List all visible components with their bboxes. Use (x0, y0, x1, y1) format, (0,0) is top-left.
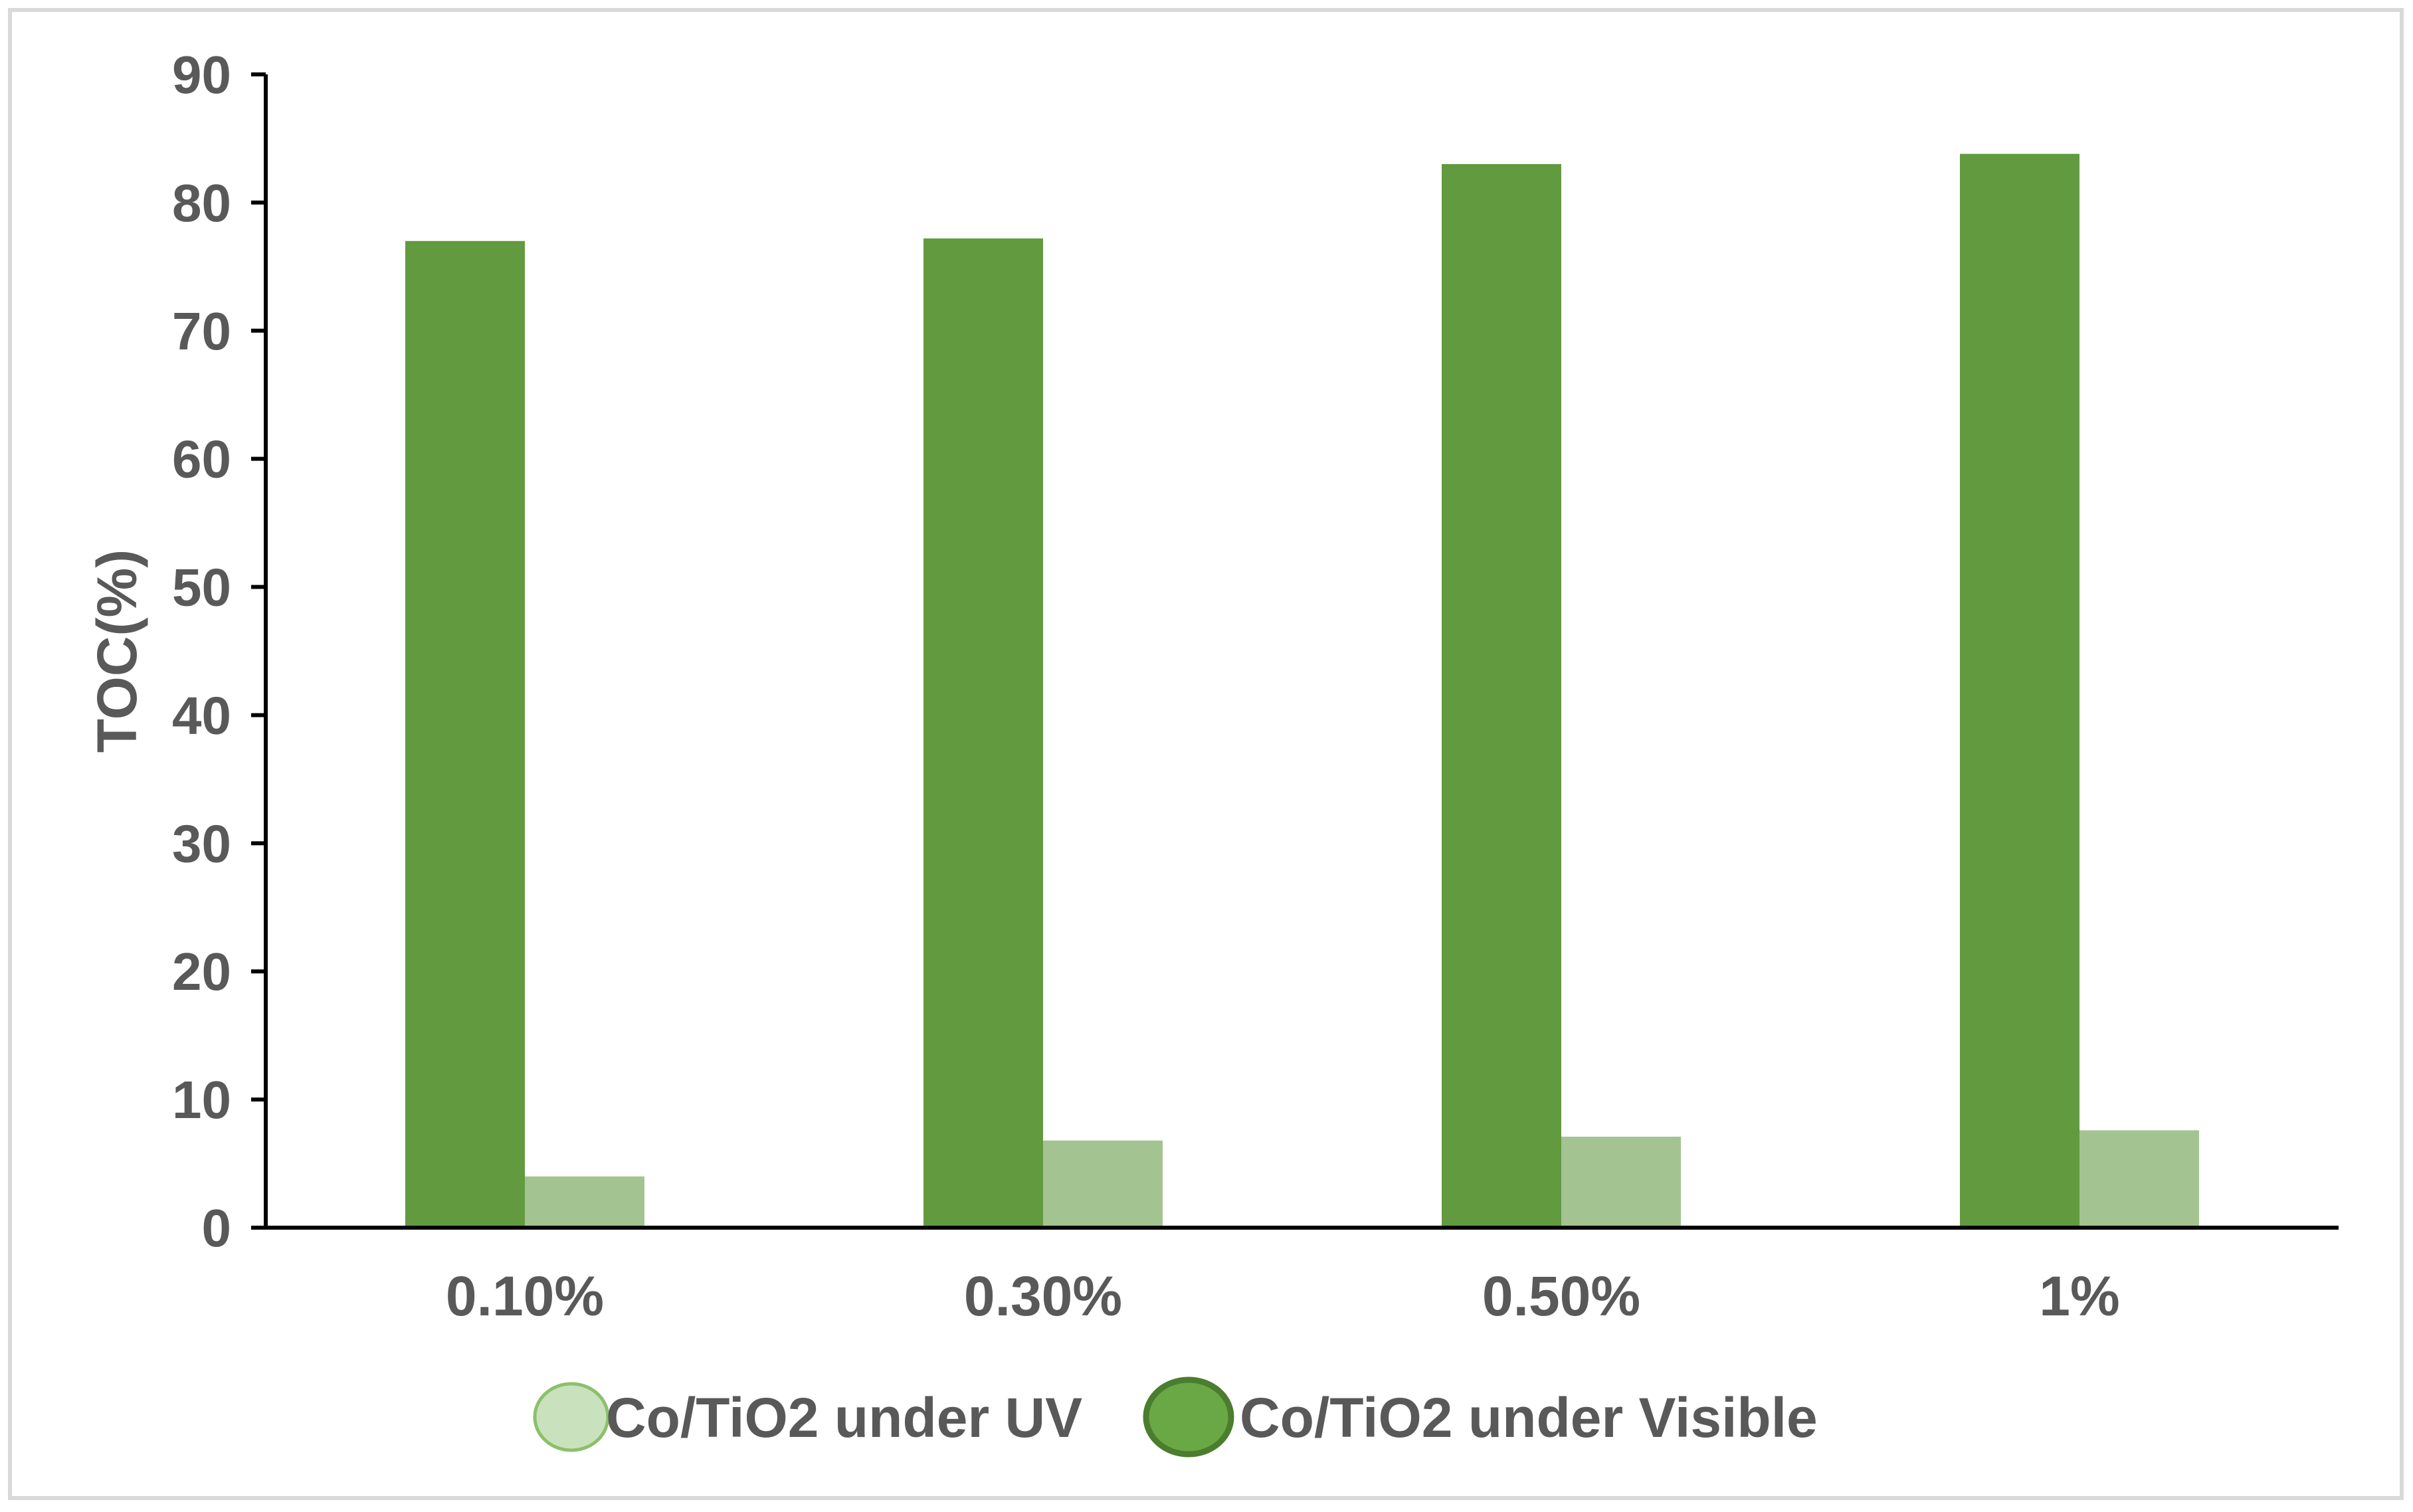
legend-marker-visible (1143, 1376, 1234, 1458)
bar-visible-4 (1960, 153, 2079, 1228)
x-tick-label: 1% (2039, 1265, 2119, 1327)
bars (405, 153, 2199, 1228)
y-axis-label: TOC(%) (86, 549, 148, 753)
y-axis-ticks: 0 10 20 30 40 50 60 70 80 90 (172, 45, 266, 1258)
x-tick-label: 0.10% (446, 1265, 604, 1327)
y-tick-label: 90 (172, 45, 231, 104)
x-tick-label: 0.30% (964, 1265, 1122, 1327)
x-axis-ticks: 0.10% 0.30% 0.50% 1% (446, 1265, 2120, 1327)
bar-uv-2 (1043, 1140, 1163, 1228)
y-tick-label: 70 (172, 302, 231, 361)
bar-uv-4 (2079, 1130, 2199, 1228)
bar-visible-2 (923, 238, 1043, 1228)
bar-visible-3 (1442, 164, 1561, 1228)
legend-label-uv: Co/TiO2 under UV (606, 1386, 1082, 1449)
legend-label-visible: Co/TiO2 under Visible (1240, 1386, 1818, 1449)
y-tick-label: 60 (172, 430, 231, 489)
y-tick-label: 40 (172, 686, 231, 745)
y-tick-label: 50 (172, 558, 231, 617)
y-tick-label: 0 (202, 1198, 232, 1258)
bar-uv-1 (525, 1176, 644, 1228)
y-tick-label: 10 (172, 1070, 231, 1129)
bar-uv-3 (1561, 1137, 1681, 1228)
legend-marker-uv (533, 1382, 610, 1452)
bar-visible-1 (405, 240, 525, 1228)
y-tick-label: 20 (172, 942, 231, 1001)
y-tick-label: 80 (172, 173, 231, 233)
legend: Co/TiO2 under UV Co/TiO2 under Visible (533, 1376, 1818, 1458)
y-tick-label: 30 (172, 814, 231, 873)
x-tick-label: 0.50% (1482, 1265, 1640, 1327)
